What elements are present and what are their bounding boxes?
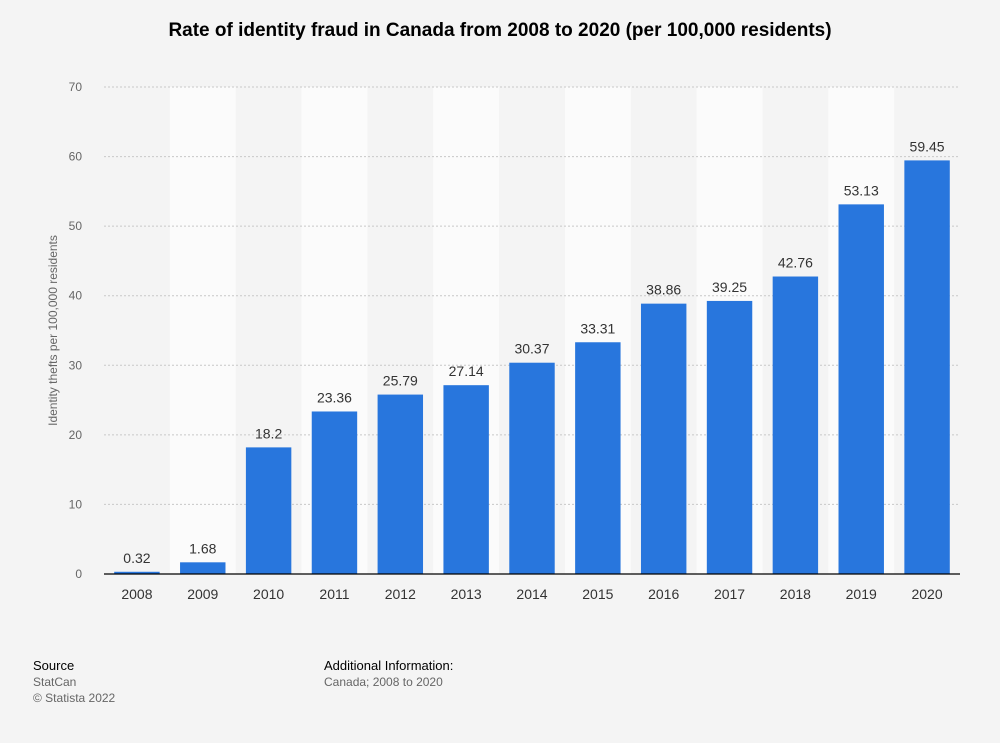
x-tick-label: 2016 (648, 586, 679, 602)
bar (509, 362, 555, 574)
x-tick-label: 2019 (846, 586, 877, 602)
bar-value-label: 38.86 (646, 282, 681, 298)
additional-info-heading: Additional Information: (324, 658, 454, 673)
additional-info-text: Canada; 2008 to 2020 (324, 675, 443, 689)
y-tick-label: 30 (69, 358, 83, 372)
x-tick-label: 2013 (451, 586, 482, 602)
y-tick-label: 20 (69, 428, 83, 442)
x-tick-label: 2017 (714, 586, 745, 602)
bar (443, 385, 489, 574)
x-tick-label: 2015 (582, 586, 613, 602)
bar-value-label: 33.31 (580, 320, 615, 336)
bar-value-label: 0.32 (123, 550, 150, 566)
y-axis-label: Identity thefts per 100,000 residents (46, 235, 60, 426)
bar-value-label: 39.25 (712, 279, 747, 295)
bar (838, 204, 884, 574)
bar-value-label: 53.13 (844, 182, 879, 198)
chart-title: Rate of identity fraud in Canada from 20… (168, 20, 832, 41)
x-tick-label: 2018 (780, 586, 811, 602)
x-tick-label: 2009 (187, 586, 218, 602)
bar (180, 562, 226, 574)
y-tick-label: 40 (69, 289, 83, 303)
bar-value-label: 30.37 (514, 341, 549, 357)
x-tick-label: 2012 (385, 586, 416, 602)
bar-value-label: 23.36 (317, 389, 352, 405)
source-heading: Source (33, 658, 75, 673)
bar-value-label: 1.68 (189, 540, 216, 556)
source-block: Source StatCan © Statista 2022 (33, 658, 115, 706)
bar-value-label: 18.2 (255, 425, 282, 441)
x-tick-label: 2010 (253, 586, 284, 602)
bar (377, 394, 424, 574)
y-tick-label: 60 (69, 150, 83, 164)
bar (706, 300, 753, 574)
source-line-2: © Statista 2022 (33, 691, 116, 705)
bar (114, 571, 160, 574)
x-tick-label: 2020 (911, 586, 942, 602)
source-line-1: StatCan (33, 675, 77, 689)
bar (640, 303, 687, 574)
y-tick-label: 50 (69, 219, 83, 233)
y-tick-label: 10 (69, 497, 83, 511)
bar-value-label: 42.76 (778, 255, 813, 271)
bar (245, 447, 292, 574)
bar (904, 160, 950, 574)
y-tick-label: 0 (75, 567, 82, 581)
x-tick-label: 2014 (516, 586, 547, 602)
x-tick-label: 2008 (121, 586, 152, 602)
bar-value-label: 25.79 (383, 373, 418, 389)
bar (311, 411, 358, 574)
y-tick-label: 70 (69, 80, 83, 94)
additional-info-block: Additional Information: Canada; 2008 to … (324, 658, 453, 690)
column-band (169, 87, 236, 574)
x-tick-label: 2011 (319, 586, 349, 602)
bar-value-label: 27.14 (449, 363, 484, 379)
bar (772, 276, 819, 574)
bar-value-label: 59.45 (910, 138, 945, 154)
bar-chart: 0 10 20 30 40 50 60 70 Identity thefts per 100,0… (46, 80, 960, 602)
bar (575, 342, 621, 574)
